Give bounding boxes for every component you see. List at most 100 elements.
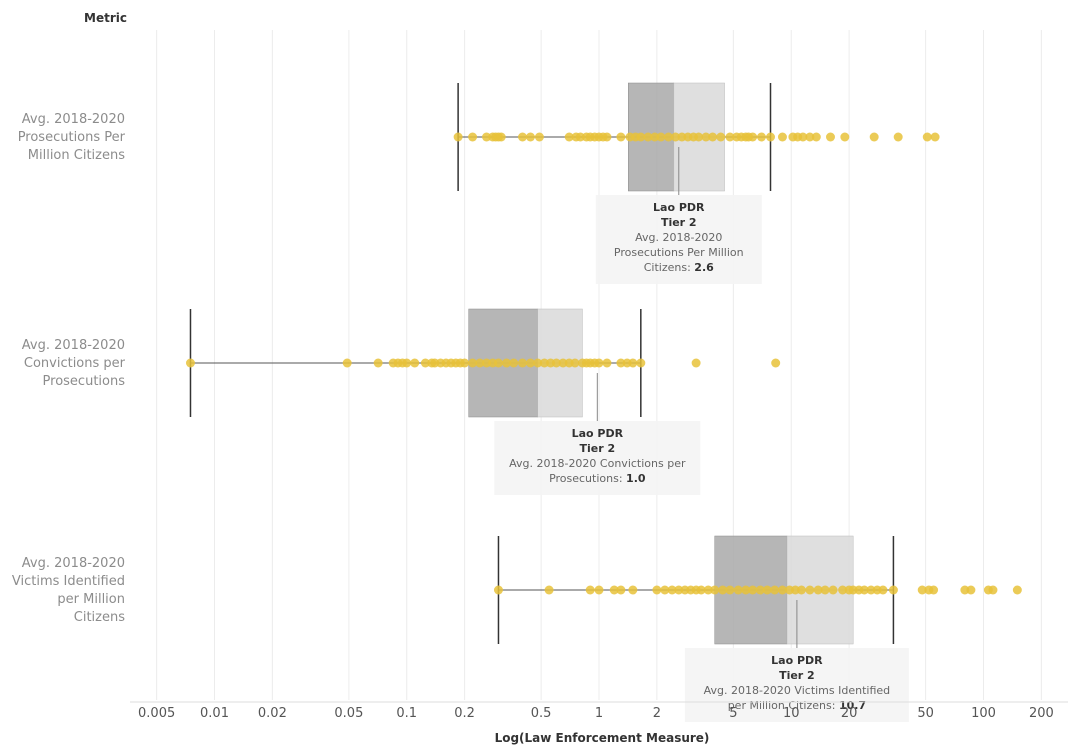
data-point bbox=[840, 132, 850, 142]
data-point bbox=[664, 132, 674, 142]
row-label: Avg. 2018-2020 bbox=[22, 556, 125, 571]
data-point bbox=[930, 132, 940, 142]
data-point bbox=[917, 585, 927, 595]
highlight-text: Prosecutions Per Million bbox=[614, 246, 744, 259]
data-point bbox=[594, 585, 604, 595]
data-point bbox=[716, 132, 726, 142]
data-point bbox=[762, 585, 772, 595]
data-point bbox=[468, 132, 478, 142]
data-point bbox=[652, 585, 662, 595]
data-point bbox=[501, 358, 511, 368]
data-point bbox=[342, 358, 352, 368]
x-tick-label: 200 bbox=[1029, 706, 1054, 721]
data-point bbox=[475, 358, 485, 368]
data-point bbox=[493, 585, 503, 595]
highlight-text: Lao PDR bbox=[572, 427, 624, 440]
highlight-text: Tier 2 bbox=[661, 216, 697, 229]
row-label: per Million bbox=[57, 592, 125, 607]
data-point bbox=[777, 585, 787, 595]
data-point bbox=[922, 132, 932, 142]
x-tick-label: 0.5 bbox=[531, 706, 552, 721]
x-tick-label: 0.2 bbox=[454, 706, 475, 721]
data-point bbox=[539, 358, 549, 368]
highlight-text: Lao PDR bbox=[771, 654, 823, 667]
x-tick-label: 0.05 bbox=[334, 706, 363, 721]
data-point bbox=[602, 132, 612, 142]
x-tick-label: 100 bbox=[971, 706, 996, 721]
data-point bbox=[650, 132, 660, 142]
data-point bbox=[805, 132, 815, 142]
series-group: Avg. 2018-2020 Convictions per Prosecution… bbox=[22, 308, 781, 418]
data-point bbox=[616, 358, 626, 368]
data-point bbox=[725, 132, 735, 142]
row-label: Avg. 2018-2020 bbox=[22, 112, 125, 127]
data-point bbox=[708, 132, 718, 142]
data-point bbox=[828, 585, 838, 595]
data-point bbox=[636, 132, 646, 142]
x-tick-label: 10 bbox=[783, 706, 800, 721]
data-point bbox=[616, 132, 626, 142]
row-label: Avg. 2018-2020 bbox=[22, 338, 125, 353]
highlight-text: Avg. 2018-2020 Victims Identified bbox=[704, 684, 891, 697]
data-point bbox=[755, 585, 765, 595]
data-point bbox=[544, 585, 554, 595]
data-point bbox=[825, 132, 835, 142]
data-point bbox=[703, 585, 713, 595]
x-tick-label: 1 bbox=[595, 706, 603, 721]
data-point bbox=[796, 585, 806, 595]
data-point bbox=[771, 358, 781, 368]
data-point bbox=[420, 358, 430, 368]
data-point bbox=[594, 358, 604, 368]
data-point bbox=[460, 358, 470, 368]
data-point bbox=[453, 132, 463, 142]
x-axis-title: Log(Law Enforcement Measure) bbox=[495, 731, 710, 745]
data-point bbox=[533, 358, 543, 368]
x-tick-label: 0.01 bbox=[200, 706, 229, 721]
data-point bbox=[929, 585, 939, 595]
data-point bbox=[696, 585, 706, 595]
data-point bbox=[609, 585, 619, 595]
series-group: Avg. 2018-2020 Prosecutions Per Million Ci… bbox=[18, 82, 940, 192]
data-point bbox=[820, 585, 830, 595]
data-point bbox=[756, 132, 766, 142]
highlight-text: Tier 2 bbox=[579, 442, 615, 455]
data-point bbox=[798, 132, 808, 142]
data-point bbox=[410, 358, 420, 368]
data-point bbox=[691, 358, 701, 368]
x-tick-label: 0.02 bbox=[258, 706, 287, 721]
x-tick-label: 20 bbox=[841, 706, 858, 721]
data-point bbox=[616, 585, 626, 595]
highlight-text: Avg. 2018-2020 bbox=[635, 231, 722, 244]
highlight-box bbox=[595, 195, 762, 284]
data-point bbox=[660, 585, 670, 595]
data-point bbox=[893, 132, 903, 142]
x-tick-label: 5 bbox=[729, 706, 737, 721]
data-point bbox=[468, 358, 478, 368]
data-point bbox=[866, 585, 876, 595]
data-point bbox=[564, 132, 574, 142]
data-point bbox=[602, 358, 612, 368]
row-label: Citizens bbox=[74, 610, 125, 625]
data-point bbox=[725, 585, 735, 595]
x-tick-label: 2 bbox=[653, 706, 661, 721]
data-point bbox=[534, 132, 544, 142]
data-point bbox=[656, 132, 666, 142]
data-point bbox=[718, 585, 728, 595]
data-point bbox=[869, 132, 879, 142]
data-point bbox=[741, 585, 751, 595]
data-point bbox=[643, 132, 653, 142]
highlight-text: Tier 2 bbox=[779, 669, 815, 682]
data-point bbox=[766, 132, 776, 142]
data-point bbox=[966, 585, 976, 595]
data-point bbox=[585, 585, 595, 595]
highlight-text: Citizens: 2.6 bbox=[644, 261, 714, 274]
data-point bbox=[525, 132, 535, 142]
row-header: Metric bbox=[84, 11, 127, 25]
data-point bbox=[813, 585, 823, 595]
data-point bbox=[509, 358, 519, 368]
data-point bbox=[701, 132, 711, 142]
row-label: Prosecutions bbox=[43, 374, 126, 389]
row-label: Convictions per bbox=[24, 356, 126, 371]
data-point bbox=[733, 585, 743, 595]
